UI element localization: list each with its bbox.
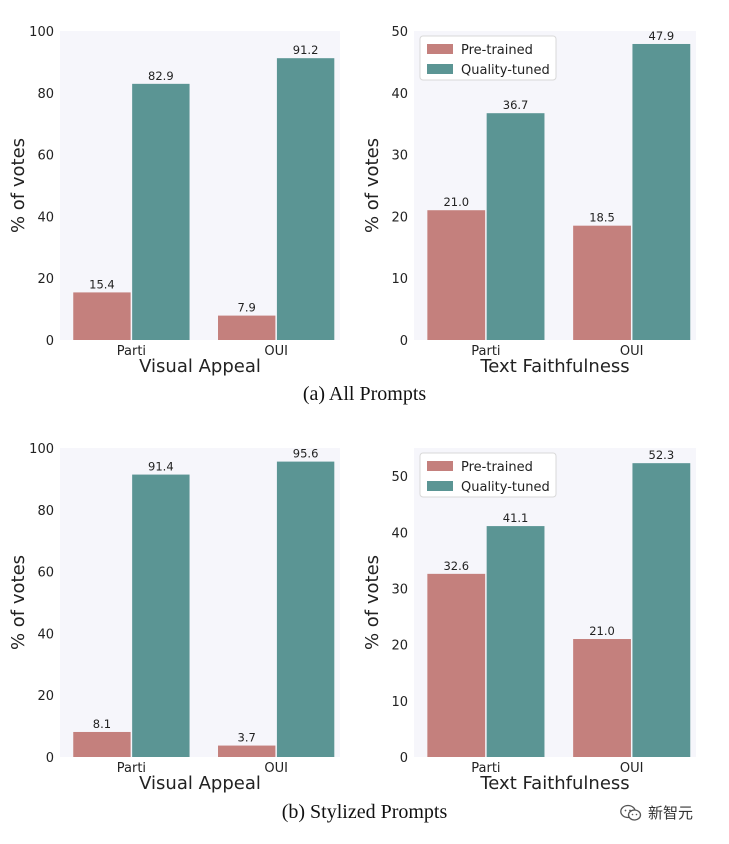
x-tick-label: OUI	[264, 344, 288, 359]
y-tick-label: 60	[37, 149, 54, 164]
data-label: 18.5	[589, 211, 615, 225]
x-tick-label: OUI	[264, 761, 288, 776]
y-axis-label: % of votes	[8, 138, 29, 233]
data-label: 21.0	[443, 195, 469, 209]
caption-a: (a) All Prompts	[302, 383, 427, 405]
caption-b: (b) Stylized Prompts	[281, 801, 448, 823]
x-axis-label: Text Faithfulness	[479, 773, 629, 794]
watermark: 新智元	[620, 802, 693, 823]
x-tick-label: Parti	[117, 761, 146, 776]
bar-pre-trained-parti	[73, 292, 131, 340]
y-tick-label: 0	[46, 334, 54, 349]
x-tick-label: Parti	[471, 761, 500, 776]
legend-label: Quality-tuned	[461, 63, 550, 78]
y-axis-label: % of votes	[362, 555, 383, 650]
legend-label: Pre-trained	[461, 460, 533, 475]
data-label: 21.0	[589, 624, 615, 638]
bar-quality-tuned-parti	[486, 526, 545, 757]
bar-pre-trained-parti	[73, 731, 131, 757]
bar-pre-trained-oui	[218, 315, 276, 340]
y-tick-label: 30	[391, 149, 408, 164]
legend-box	[419, 35, 557, 81]
y-tick-label: 10	[391, 695, 408, 710]
y-axis-label: % of votes	[362, 138, 383, 233]
bar-quality-tuned-oui	[632, 43, 691, 341]
y-tick-label: 80	[37, 87, 54, 102]
x-tick-label: OUI	[620, 761, 644, 776]
data-label: 3.7	[238, 731, 256, 745]
y-tick-label: 60	[37, 566, 54, 581]
legend-swatch	[427, 64, 453, 74]
y-tick-label: 40	[37, 210, 54, 225]
data-label: 15.4	[89, 277, 115, 291]
legend: Pre-trained Quality-tuned	[419, 452, 557, 498]
data-label: 82.9	[148, 69, 174, 83]
chart-panel-2: 0 10 20 30 40 50 21.0 36.7 Parti 18.5 47.9 OUIText …	[362, 25, 696, 377]
bar-quality-tuned-oui	[632, 463, 691, 757]
watermark-text: 新智元	[648, 804, 694, 822]
y-tick-label: 100	[29, 25, 54, 40]
y-tick-label: 40	[391, 526, 408, 541]
legend-label: Quality-tuned	[461, 480, 550, 495]
x-axis-label: Text Faithfulness	[479, 356, 629, 377]
y-tick-label: 100	[29, 442, 54, 457]
data-label: 95.6	[293, 447, 319, 461]
data-label: 91.4	[148, 460, 174, 474]
y-tick-label: 20	[37, 272, 54, 287]
data-label: 91.2	[293, 43, 319, 57]
bar-pre-trained-parti	[427, 210, 486, 340]
data-label: 52.3	[649, 448, 675, 462]
x-axis-label: Visual Appeal	[139, 773, 261, 794]
legend-swatch	[427, 44, 453, 54]
data-label: 8.1	[93, 717, 111, 731]
y-tick-label: 20	[37, 689, 54, 704]
y-tick-label: 0	[46, 751, 54, 766]
data-label: 41.1	[503, 511, 529, 525]
chat-icon	[620, 804, 642, 821]
bar-quality-tuned-oui	[276, 461, 335, 757]
y-tick-label: 0	[400, 334, 408, 349]
bar-quality-tuned-parti	[132, 474, 190, 757]
y-tick-label: 10	[391, 272, 408, 287]
y-tick-label: 20	[391, 210, 408, 225]
y-tick-label: 50	[391, 470, 408, 485]
y-tick-label: 30	[391, 582, 408, 597]
y-tick-label: 80	[37, 504, 54, 519]
data-label: 32.6	[443, 559, 469, 573]
y-tick-label: 20	[391, 639, 408, 654]
x-tick-label: OUI	[620, 344, 644, 359]
bar-quality-tuned-oui	[276, 58, 335, 340]
data-label: 36.7	[503, 98, 529, 112]
x-axis-label: Visual Appeal	[139, 356, 261, 377]
data-label: 47.9	[649, 29, 675, 43]
bar-quality-tuned-parti	[486, 113, 545, 340]
bar-pre-trained-oui	[573, 225, 631, 340]
y-tick-label: 0	[400, 751, 408, 766]
bar-pre-trained-parti	[427, 573, 486, 757]
chart-panel-3: 0 20 40 60 80 100 8.1 91.4 Parti 3.7 95.6 OUIVisual…	[8, 442, 340, 794]
bar-quality-tuned-parti	[132, 83, 190, 341]
bar-pre-trained-oui	[218, 745, 276, 757]
y-tick-label: 40	[391, 87, 408, 102]
legend-box	[419, 452, 557, 498]
x-tick-label: Parti	[471, 344, 500, 359]
y-axis-label: % of votes	[8, 555, 29, 650]
legend-swatch	[427, 481, 453, 491]
data-label: 7.9	[238, 301, 256, 315]
legend: Pre-trained Quality-tuned	[419, 35, 557, 81]
legend-label: Pre-trained	[461, 43, 533, 58]
x-tick-label: Parti	[117, 344, 146, 359]
y-tick-label: 50	[391, 25, 408, 40]
y-tick-label: 40	[37, 627, 54, 642]
chart-panel-1: 0 20 40 60 80 100 15.4 82.9 Parti 7.9 91.2 OUIVisua…	[8, 25, 340, 377]
chart-panel-4: 0 10 20 30 40 50 32.6 41.1 Parti 21.0 52.3 OUIText …	[362, 448, 696, 794]
bar-pre-trained-oui	[573, 639, 631, 757]
legend-swatch	[427, 461, 453, 471]
